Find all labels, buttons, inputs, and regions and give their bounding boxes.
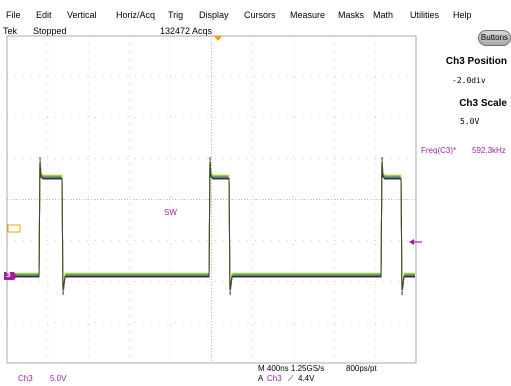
waveform-label: SW bbox=[164, 208, 177, 217]
menu-file[interactable]: File bbox=[6, 10, 21, 20]
buttons-toggle-button[interactable]: Buttons bbox=[478, 30, 511, 46]
waveform-traces bbox=[8, 156, 415, 296]
footer-trigger-prefix: A bbox=[258, 374, 264, 383]
waveform-trace bbox=[8, 161, 415, 291]
footer-trigger-channel[interactable]: Ch3 bbox=[267, 374, 282, 383]
footer-channel[interactable]: Ch3 bbox=[18, 374, 33, 383]
channel-marker-label: 3 bbox=[6, 271, 11, 279]
acquisition-count: 132472 Acqs bbox=[160, 26, 213, 36]
menu-math[interactable]: Math bbox=[373, 10, 394, 20]
graticule-grid bbox=[7, 36, 416, 363]
menu-bar: File Edit Vertical Horiz/Acq Trig Displa… bbox=[0, 0, 511, 24]
footer-trigger-level[interactable]: 4.4V bbox=[298, 374, 315, 383]
menu-help[interactable]: Help bbox=[453, 10, 472, 20]
waveform-trace bbox=[8, 160, 415, 292]
menu-cursors[interactable]: Cursors bbox=[244, 10, 276, 20]
menu-measure[interactable]: Measure bbox=[290, 10, 326, 20]
menu-edit[interactable]: Edit bbox=[36, 10, 52, 20]
waveform-trace bbox=[8, 158, 415, 294]
footer-trigger-slope-icon: ⟋ bbox=[288, 374, 294, 383]
trigger-level-arrow bbox=[409, 239, 414, 245]
menu-vertical[interactable]: Vertical bbox=[67, 10, 97, 20]
ch3-position-title[interactable]: Ch3 Position bbox=[445, 56, 507, 67]
trigger-position-marker bbox=[214, 36, 222, 41]
freq-measurement-value: 592.3kHz bbox=[472, 146, 506, 155]
menu-horiz-acq[interactable]: Horiz/Acq bbox=[116, 10, 156, 20]
brand-label: Tek bbox=[3, 26, 18, 36]
waveform-trace bbox=[8, 159, 415, 293]
menu-display[interactable]: Display bbox=[199, 10, 229, 20]
acq-state: Stopped bbox=[33, 26, 67, 36]
menu-utilities[interactable]: Utilities bbox=[410, 10, 440, 20]
footer-timebase[interactable]: M 400ns 1.25GS/s bbox=[258, 364, 325, 373]
ch3-position-value[interactable]: -2.0div bbox=[452, 76, 486, 85]
scope-markers bbox=[4, 36, 422, 280]
ch3-scale-value[interactable]: 5.0V bbox=[460, 117, 480, 126]
freq-measurement-label: Freq(C3)* bbox=[421, 146, 457, 155]
menu-masks[interactable]: Masks bbox=[338, 10, 365, 20]
footer-channel-scale[interactable]: 5.0V bbox=[50, 374, 67, 383]
menu-trig[interactable]: Trig bbox=[168, 10, 184, 20]
channel-3-ground-marker bbox=[4, 272, 17, 280]
reference-marker bbox=[7, 224, 21, 233]
ch3-scale-title[interactable]: Ch3 Scale bbox=[459, 98, 507, 109]
footer-resolution: 800ps/pt bbox=[346, 364, 377, 373]
